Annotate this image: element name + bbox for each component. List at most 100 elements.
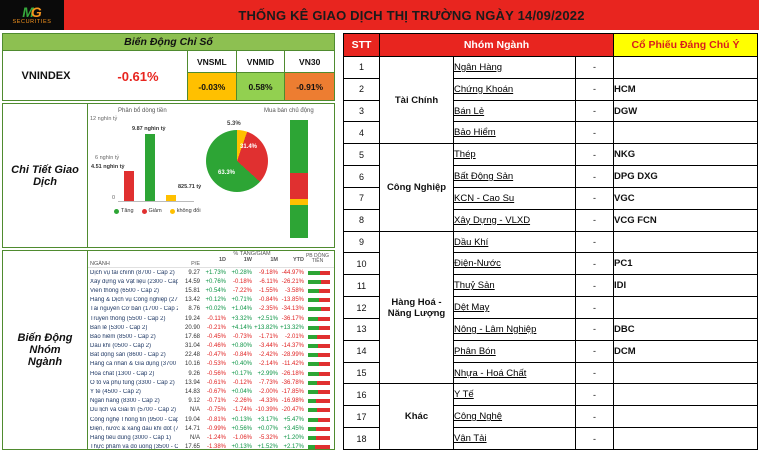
index-row: VNINDEX -0.61% VNSML VNMID VN30 -0.03% 0…: [3, 51, 334, 101]
sector-link[interactable]: KCN - Cao Su: [454, 192, 515, 204]
money-flow-pie: [206, 130, 268, 192]
sub-index-value-2: -0.91%: [285, 73, 334, 100]
flow-bar: [308, 307, 330, 312]
sector-row: Y tế (4500 - Cấp 2) 14.83 -0.67% +0.04% -2.0…: [88, 387, 334, 396]
sector-name: Hàng tiêu dùng (3000 - Cấp 1): [90, 434, 172, 441]
change-1w: -0.12%: [232, 379, 252, 386]
sector-link[interactable]: Vận Tải: [454, 433, 487, 445]
row-number: 1: [343, 56, 380, 79]
sector-pe: N/A: [189, 407, 200, 414]
change-ytd: -11.42%: [282, 361, 304, 368]
sector-link-cell: Bất Động Sản: [453, 165, 576, 188]
title-banner: THỐNG KÊ GIAO DỊCH THỊ TRƯỜNG NGÀY 14/09…: [64, 0, 759, 30]
sector-name: Truyền thông (5500 - Cấp 2): [90, 315, 166, 322]
sector-link[interactable]: Ngân Hàng: [454, 61, 503, 73]
sector-row: Du lịch và Giải trí (5700 - Cấp 2) N/A -0.…: [88, 406, 334, 415]
sector-link[interactable]: Điện-Nước: [454, 258, 501, 270]
watch-table-body: 1 Tài Chính Ngân Hàng -2 Chứng Khoán - HCM 3 Bán…: [343, 55, 758, 450]
logo-letter-m: M: [22, 3, 34, 20]
row-number: 4: [343, 121, 380, 145]
legend-dot: [141, 208, 147, 214]
change-1m: -10.39%: [255, 407, 278, 414]
sector-link-cell: Thép: [453, 143, 576, 167]
sector-row: Bất động sản (8600 - Cấp 2) 22.48 -0.47% -0…: [88, 351, 334, 360]
stock-picks: DBC: [613, 317, 758, 341]
stock-picks: [613, 405, 758, 429]
col-header-pe: P/E: [191, 261, 200, 267]
sector-link-cell: Công Nghệ: [453, 405, 576, 429]
change-1m: -9.18%: [258, 269, 278, 276]
active-trading-segment: [290, 204, 308, 238]
stock-picks: VCG FCN: [613, 208, 758, 232]
industry-group-name: Tài Chính: [379, 55, 454, 145]
money-flow-bar-Giảm: [124, 170, 134, 201]
watch-row: 17 Công Nghệ -: [343, 405, 758, 429]
sector-link[interactable]: Bảo Hiểm: [454, 127, 496, 139]
sector-link-cell: Phân Bón: [453, 339, 576, 363]
sector-row: Hàng cá nhân & Gia dụng (3700 - Cấp 2) 10…: [88, 360, 334, 369]
sector-link-cell: Dầu Khí: [453, 230, 576, 254]
sector-link[interactable]: Công Nghệ: [454, 411, 503, 423]
dash-cell: -: [575, 186, 614, 210]
change-1m: -4.33%: [258, 398, 278, 405]
pie-label-unchanged: 5.3%: [227, 121, 241, 127]
y-tick-12: 12 nghìn tỷ: [90, 116, 118, 122]
pie-label-increase: 63.3%: [218, 170, 236, 176]
sector-link[interactable]: Chứng Khoán: [454, 83, 514, 95]
change-1d: -1.24%: [206, 434, 226, 441]
change-1w: +0.17%: [231, 370, 252, 377]
sector-row: Hàng tiêu dùng (3000 - Cấp 1) N/A -1.24% -1…: [88, 433, 334, 442]
sector-link[interactable]: Dệt May: [454, 302, 490, 314]
change-1m: -0.84%: [258, 297, 278, 304]
stock-picks: IDI: [613, 274, 758, 298]
stock-picks: DPG DXG: [613, 165, 758, 188]
change-1m: +2.99%: [257, 370, 278, 377]
dash-cell: -: [575, 121, 614, 145]
sector-row: Bán lẻ (5300 - Cấp 2) 20.90 -0.21% +4.14% +1…: [88, 323, 334, 332]
change-1d: +0.02%: [205, 306, 226, 313]
sector-link[interactable]: Dầu Khí: [454, 236, 489, 248]
flow-bar: [308, 417, 330, 422]
sector-link[interactable]: Nhựa - Hoá Chất: [454, 367, 527, 379]
sector-name: Hàng cá nhân & Gia dụng (3700 - Cấp 2): [90, 361, 178, 368]
stock-picks: [613, 121, 758, 145]
y-tick-0: 0: [112, 195, 116, 201]
header-co-phieu: Cổ Phiếu Đáng Chú Ý: [613, 33, 758, 57]
sector-link[interactable]: Nông - Lâm Nghiệp: [454, 323, 537, 335]
active-trading-bar: [290, 120, 308, 238]
sector-link[interactable]: Thép: [454, 149, 476, 161]
change-1m: -1.55%: [258, 287, 278, 294]
sector-link[interactable]: Thuỷ Sản: [454, 280, 495, 292]
sector-row: Tài nguyên Cơ bản (1700 - Cấp 2) 8.76 +0.0…: [88, 305, 334, 314]
sector-row: Hàng & Dịch vụ Công nghiệp (2700 - Cấp 2…: [88, 296, 334, 305]
sector-pe: 13.94: [184, 379, 200, 386]
flow-bar: [308, 435, 330, 440]
row-number: 13: [343, 317, 380, 341]
dash-cell: -: [575, 143, 614, 167]
sector-link[interactable]: Bất Động Sản: [454, 171, 514, 183]
sector-pe: 17.68: [184, 333, 200, 340]
sector-link[interactable]: Y Tế: [454, 389, 474, 401]
sector-row: Hóa chất (1300 - Cấp 2) 9.26 -0.56% +0.17% +…: [88, 369, 334, 378]
row-number: 16: [343, 383, 380, 407]
change-ytd: +5.47%: [283, 416, 304, 423]
dash-cell: -: [575, 361, 614, 385]
change-ytd: -28.99%: [281, 352, 304, 359]
sector-name: Dầu khí (0500 - Cấp 2): [90, 343, 152, 350]
sector-row: Viễn thông (6500 - Cấp 2) 15.81 +0.54% -7.2…: [88, 286, 334, 295]
change-1w: -0.73%: [232, 333, 252, 340]
index-section-title: Biến Động Chỉ Số: [3, 34, 334, 51]
sub-index-name-0: VNSML: [188, 51, 237, 73]
industry-group-name: Khác: [379, 383, 454, 450]
sector-link[interactable]: Xây Dựng - VLXD: [454, 214, 531, 226]
sector-link[interactable]: Bán Lẻ: [454, 105, 485, 117]
sector-name: Điện, nước & xăng dầu khí đốt (7500 - Cấ…: [90, 425, 178, 432]
sector-link[interactable]: Phân Bón: [454, 345, 496, 357]
sector-pe: N/A: [189, 434, 200, 441]
bar-label-decrease: 4.51 nghìn tỷ: [91, 164, 125, 170]
change-1d: -0.75%: [206, 407, 226, 414]
change-1w: -1.06%: [232, 434, 252, 441]
col-header-flow: PB DÒNG TIỀN: [305, 252, 330, 264]
sector-row: Truyền thông (5500 - Cấp 2) 19.24 -0.11% +3…: [88, 314, 334, 323]
row-number: 11: [343, 274, 380, 298]
